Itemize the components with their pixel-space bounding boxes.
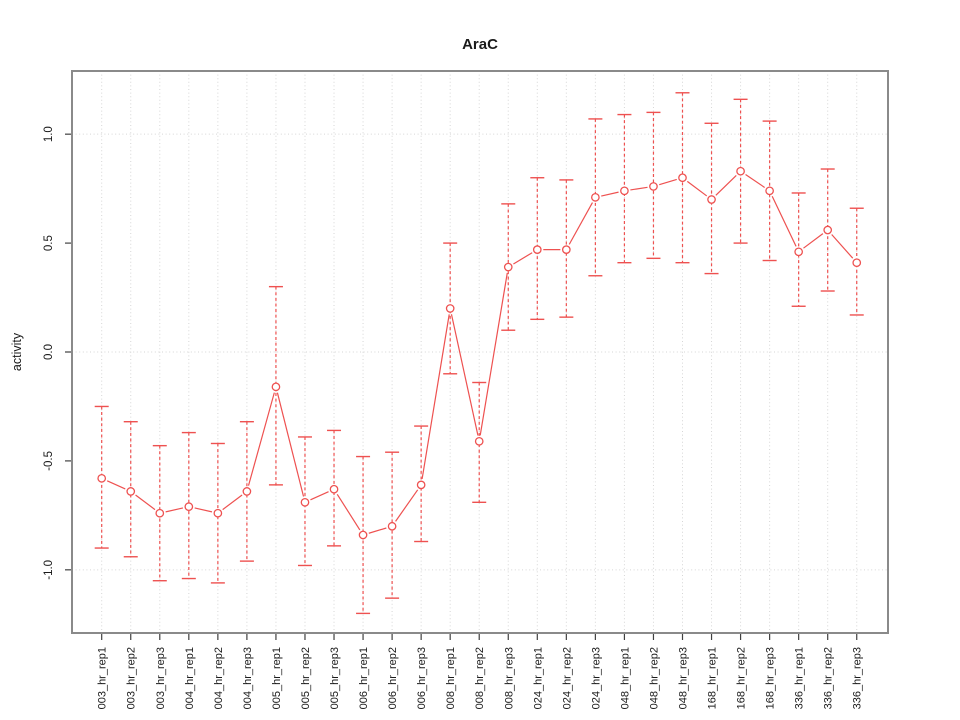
series-segment — [686, 180, 708, 197]
data-point-marker — [387, 521, 397, 531]
x-tick-label: 006_hr_rep1 — [358, 647, 370, 709]
x-tick-label: 008_hr_rep3 — [503, 647, 515, 709]
x-tick-label: 004_hr_rep2 — [213, 647, 225, 709]
x-tick-label: 024_hr_rep2 — [561, 647, 573, 709]
x-tick-label: 168_hr_rep2 — [736, 647, 748, 709]
series-segment — [194, 507, 213, 513]
x-tick-label: 008_hr_rep2 — [474, 647, 486, 709]
x-tick-label: 004_hr_rep1 — [184, 647, 196, 709]
gridlines — [72, 71, 888, 633]
data-point-marker — [649, 182, 658, 191]
plot-frame — [71, 70, 889, 634]
data-point-marker — [765, 186, 774, 196]
axes: -1.0 -0.5 0.0 0.5 1.0 003_hr_rep1 003_hr_rep2 0… — [43, 126, 864, 709]
y-tick-label: 1.0 — [43, 126, 55, 142]
series-segment — [601, 191, 619, 197]
x-tick-label: 024_hr_rep1 — [532, 647, 544, 709]
data-point-marker — [678, 173, 687, 183]
plot-border — [71, 70, 889, 634]
series-segment — [106, 480, 126, 490]
data-point-marker — [300, 497, 310, 507]
chart-title: AraC — [462, 36, 498, 53]
data-point-marker — [126, 487, 136, 496]
data-point-marker — [416, 480, 426, 490]
data-point-marker — [823, 225, 833, 235]
series-segment — [479, 272, 508, 436]
y-tick-label: 0.0 — [43, 344, 55, 360]
series-segment — [247, 392, 275, 486]
series-segment — [568, 202, 593, 245]
y-tick-label: 0.5 — [43, 235, 55, 251]
data-point-marker — [474, 436, 484, 446]
data-point-marker — [213, 508, 223, 518]
y-axis-label: activity — [10, 332, 24, 371]
series-segment — [135, 494, 156, 511]
series-segment — [395, 489, 419, 522]
data-point-marker — [736, 166, 745, 176]
data-point-marker — [532, 245, 542, 254]
data-point-marker — [271, 382, 281, 392]
series-segment — [745, 174, 765, 188]
x-tick-label: 008_hr_rep1 — [445, 647, 457, 709]
series-segment — [421, 314, 450, 480]
data-point-marker — [503, 262, 513, 272]
series-segment — [630, 186, 648, 191]
series-segment — [310, 491, 329, 501]
data-point-marker — [358, 530, 368, 540]
data-point-marker — [591, 192, 600, 202]
data-point-marker — [445, 304, 455, 313]
x-tick-label: 003_hr_rep3 — [155, 647, 167, 709]
x-tick-label: 003_hr_rep2 — [126, 647, 138, 709]
series-segment — [771, 195, 797, 247]
x-tick-label: 168_hr_rep3 — [765, 647, 777, 709]
x-tick-label: 005_hr_rep1 — [271, 647, 283, 709]
series-segment — [831, 234, 854, 259]
x-tick-label: 336_hr_rep1 — [794, 647, 806, 709]
y-tick-label: -0.5 — [43, 451, 55, 471]
x-tick-label: 006_hr_rep3 — [416, 647, 428, 709]
data-point-marker — [242, 487, 252, 496]
data-point-marker — [707, 195, 716, 204]
data-point-marker — [794, 247, 804, 257]
x-tick-label: 048_hr_rep1 — [619, 647, 631, 709]
data-point-marker — [852, 258, 862, 268]
x-tick-label: 048_hr_rep2 — [648, 647, 660, 709]
series-segment — [222, 494, 243, 511]
x-tick-label: 005_hr_rep2 — [300, 647, 312, 709]
series-segment — [659, 178, 677, 186]
data-point-marker — [184, 502, 194, 512]
data-point-marker — [155, 508, 165, 518]
series-segment — [450, 314, 479, 436]
data-series — [94, 92, 864, 615]
series-segment — [513, 252, 533, 265]
series-segment — [368, 527, 387, 534]
x-tick-label: 048_hr_rep3 — [678, 647, 690, 709]
data-point-marker — [97, 473, 107, 483]
x-tick-label: 168_hr_rep1 — [707, 647, 719, 709]
series-segment — [276, 392, 305, 497]
x-tick-label: 005_hr_rep3 — [329, 647, 341, 709]
data-point-marker — [620, 186, 629, 196]
x-tick-label: 003_hr_rep1 — [97, 647, 109, 709]
series-segment — [715, 174, 737, 196]
x-tick-label: 004_hr_rep3 — [242, 647, 254, 709]
x-tick-label: 336_hr_rep2 — [823, 647, 835, 709]
y-tick-label: -1.0 — [43, 560, 55, 580]
x-tick-label: 006_hr_rep2 — [387, 647, 399, 709]
series-segment — [165, 507, 184, 513]
x-tick-label: 024_hr_rep3 — [590, 647, 602, 709]
series-segment — [803, 233, 824, 249]
data-point-marker — [561, 245, 571, 254]
series-segment — [336, 493, 361, 531]
data-point-marker — [329, 484, 339, 494]
x-tick-label: 336_hr_rep3 — [852, 647, 864, 709]
